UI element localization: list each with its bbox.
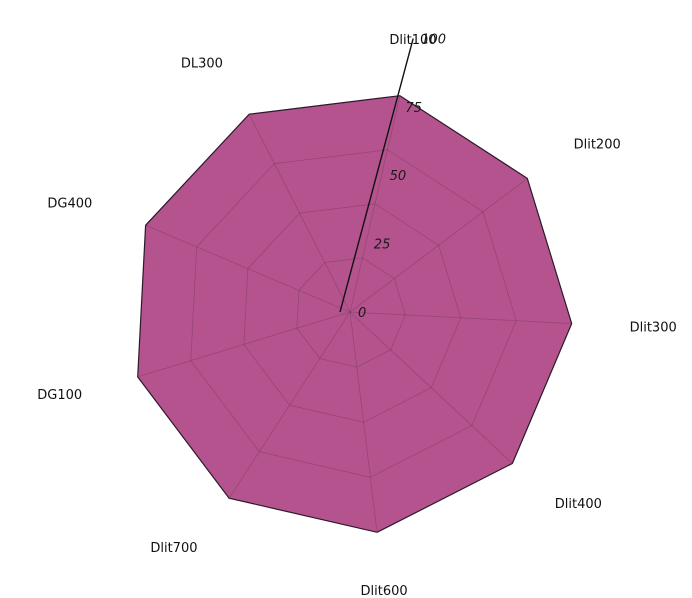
grid-ring-2 [243, 203, 462, 423]
radial-tick-label-50: 50 [390, 169, 407, 184]
category-labels: Dlit100 Dlit200 Dlit300 Dlit400 Dlit600 Dlit7… [37, 33, 676, 598]
category-label-dlit200: Dlit200 [574, 138, 621, 153]
category-label-dlit300: Dlit300 [630, 321, 677, 336]
radar-grid [137, 95, 572, 533]
radial-tick-label-25: 25 [374, 238, 391, 253]
grid-spoke-1 [349, 178, 528, 313]
series-polygon-0 [137, 95, 573, 533]
radar-series [137, 95, 573, 533]
grid-spoke-3 [349, 311, 513, 464]
category-label-dlit400: Dlit400 [555, 497, 602, 512]
radial-tick-label-100: 100 [421, 32, 446, 47]
radial-axis-line [339, 38, 414, 313]
grid-spoke-4 [349, 311, 378, 533]
grid-spoke-8 [248, 114, 351, 313]
grid-spoke-5 [228, 311, 351, 499]
grid-spoke-0 [349, 95, 401, 313]
grid-ring-1 [296, 257, 406, 368]
grid-spoke-2 [349, 311, 572, 324]
category-label-dg400: DG400 [47, 197, 92, 212]
category-label-dlit600: Dlit600 [361, 584, 408, 598]
grid-spoke-7 [145, 224, 351, 313]
category-label-dlit700: Dlit700 [150, 541, 197, 556]
radial-tick-label-75: 75 [405, 101, 422, 116]
category-label-dg100: DG100 [37, 388, 82, 403]
category-label-dlit100: Dlit100 [389, 33, 436, 48]
grid-spoke-6 [137, 311, 351, 378]
radial-axis: 0 25 50 75 100 [339, 32, 446, 321]
radial-tick-label-0: 0 [358, 306, 366, 321]
category-label-dl300: DL300 [181, 57, 223, 72]
grid-ring-3 [190, 149, 517, 478]
